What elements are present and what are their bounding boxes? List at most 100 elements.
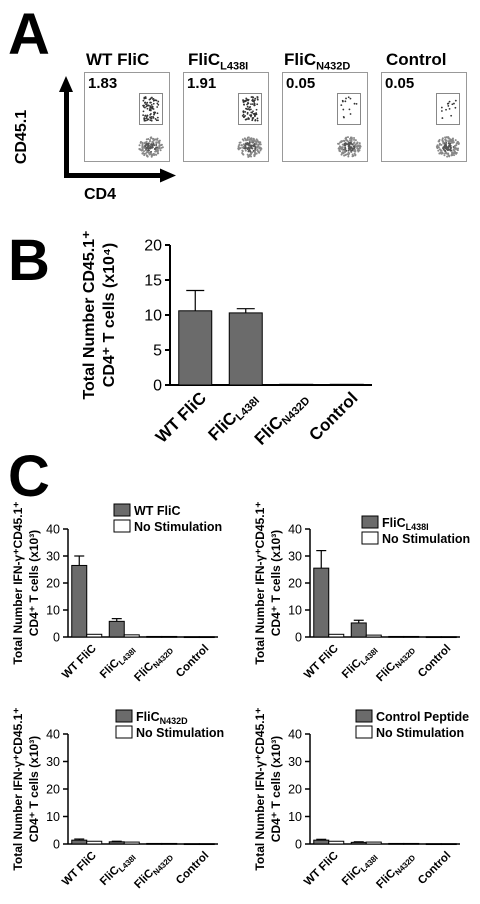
chart-c3: 0 10 20 30 40 Total Number IFN-γ⁺CD45.1⁺ CD4⁺ … bbox=[11, 707, 224, 891]
flow-event bbox=[348, 145, 351, 148]
flow-event bbox=[441, 117, 444, 119]
flow-event bbox=[353, 136, 356, 139]
flow-event bbox=[453, 146, 456, 149]
flow-event bbox=[141, 142, 144, 145]
bar-1-0 bbox=[350, 841, 367, 845]
flow-event bbox=[255, 141, 258, 144]
flow-event bbox=[341, 143, 344, 146]
flow-event bbox=[349, 97, 352, 100]
flow-event bbox=[253, 114, 256, 117]
flow-event bbox=[344, 100, 347, 103]
flow-event bbox=[447, 136, 450, 139]
y-tick-label: 0 bbox=[53, 837, 60, 851]
flow-event bbox=[251, 119, 254, 122]
x-tick-label: Control bbox=[305, 388, 361, 444]
flow-event bbox=[453, 150, 456, 153]
flow-event bbox=[147, 137, 150, 140]
y-axis-label: Total Number IFN-γ⁺CD45.1⁺ bbox=[11, 707, 25, 870]
flow-event bbox=[140, 149, 143, 152]
flow-event bbox=[249, 149, 252, 152]
x-tick-label: WT FliC bbox=[302, 643, 341, 682]
panel-letter-c: C bbox=[8, 444, 50, 509]
flow-event bbox=[159, 144, 162, 147]
flow-event bbox=[256, 103, 259, 106]
flow-event bbox=[240, 144, 243, 147]
flow-y-axis-label: CD45.1 bbox=[13, 109, 31, 165]
y-tick-label: 30 bbox=[46, 549, 60, 563]
flow-event bbox=[146, 101, 149, 104]
flow-event bbox=[442, 147, 445, 150]
flow-event bbox=[351, 149, 354, 152]
flow-event bbox=[151, 143, 154, 146]
legend-swatch bbox=[355, 725, 373, 739]
flow-event bbox=[253, 102, 256, 105]
flow-event bbox=[253, 112, 256, 115]
bar-1-0 bbox=[108, 620, 125, 638]
flow-event bbox=[343, 139, 346, 142]
flow-event bbox=[447, 152, 450, 155]
flow-event bbox=[255, 113, 258, 116]
y-tick-label: 20 bbox=[288, 576, 302, 590]
flow-event bbox=[344, 137, 347, 140]
flow-event bbox=[146, 146, 149, 149]
flow-event bbox=[241, 138, 244, 141]
flow-event bbox=[241, 150, 244, 153]
flow-event bbox=[150, 97, 152, 100]
flow-event bbox=[346, 136, 349, 139]
flow-event bbox=[147, 148, 150, 151]
flow-event bbox=[455, 142, 458, 145]
flow-value-control: 0.05 bbox=[385, 75, 415, 92]
flow-event bbox=[341, 100, 344, 103]
flow-event bbox=[452, 141, 455, 144]
bar-1-1 bbox=[123, 841, 140, 845]
x-tick-label: Control bbox=[174, 643, 211, 680]
flow-event bbox=[146, 114, 149, 117]
flow-event bbox=[157, 119, 159, 122]
y-axis-label-line2: CD4⁺ T cells (x10⁴) bbox=[101, 243, 118, 387]
flow-event bbox=[144, 145, 147, 148]
y-tick-label: 15 bbox=[144, 273, 162, 290]
y-tick-label: 0 bbox=[295, 837, 302, 851]
flow-event bbox=[256, 148, 259, 151]
flow-event bbox=[152, 116, 155, 118]
flow-event bbox=[146, 107, 149, 110]
flow-event bbox=[241, 114, 244, 117]
flow-event bbox=[255, 138, 258, 141]
legend-swatch bbox=[113, 519, 131, 533]
flow-event bbox=[447, 145, 450, 148]
flow-event bbox=[159, 149, 162, 152]
legend-label: No Stimulation bbox=[136, 726, 224, 740]
flow-value-wt: 1.83 bbox=[88, 75, 118, 92]
flow-event bbox=[345, 149, 348, 152]
flow-event bbox=[350, 146, 353, 149]
flow-event bbox=[447, 137, 450, 140]
y-tick-label: 40 bbox=[46, 727, 60, 741]
flow-event bbox=[346, 139, 349, 142]
flow-event bbox=[448, 100, 451, 103]
flow-event bbox=[445, 151, 448, 154]
y-tick-label: 0 bbox=[53, 630, 60, 644]
bar-1-0 bbox=[228, 312, 263, 386]
bar-3-0 bbox=[183, 636, 200, 639]
flow-event bbox=[440, 106, 443, 109]
flow-event bbox=[143, 97, 146, 100]
flow-event bbox=[449, 145, 452, 148]
flow-event bbox=[250, 140, 253, 143]
flow-event bbox=[249, 106, 252, 108]
flow-event bbox=[339, 150, 342, 153]
flow-event bbox=[237, 146, 240, 149]
flow-event bbox=[156, 116, 159, 119]
y-axis-label: Total Number IFN-γ⁺CD45.1⁺ bbox=[253, 501, 267, 664]
bar-2-0 bbox=[146, 635, 163, 638]
flow-event bbox=[457, 147, 460, 150]
flow-event bbox=[251, 98, 254, 101]
flow-event bbox=[253, 150, 256, 153]
x-tick-label: Control bbox=[174, 850, 211, 887]
arrow-x-shaft bbox=[64, 173, 162, 178]
flow-event bbox=[337, 142, 340, 145]
flow-event bbox=[157, 149, 160, 152]
flow-event bbox=[451, 137, 454, 140]
flow-event bbox=[245, 97, 248, 100]
flow-event bbox=[251, 147, 254, 150]
flow-event bbox=[242, 143, 245, 146]
